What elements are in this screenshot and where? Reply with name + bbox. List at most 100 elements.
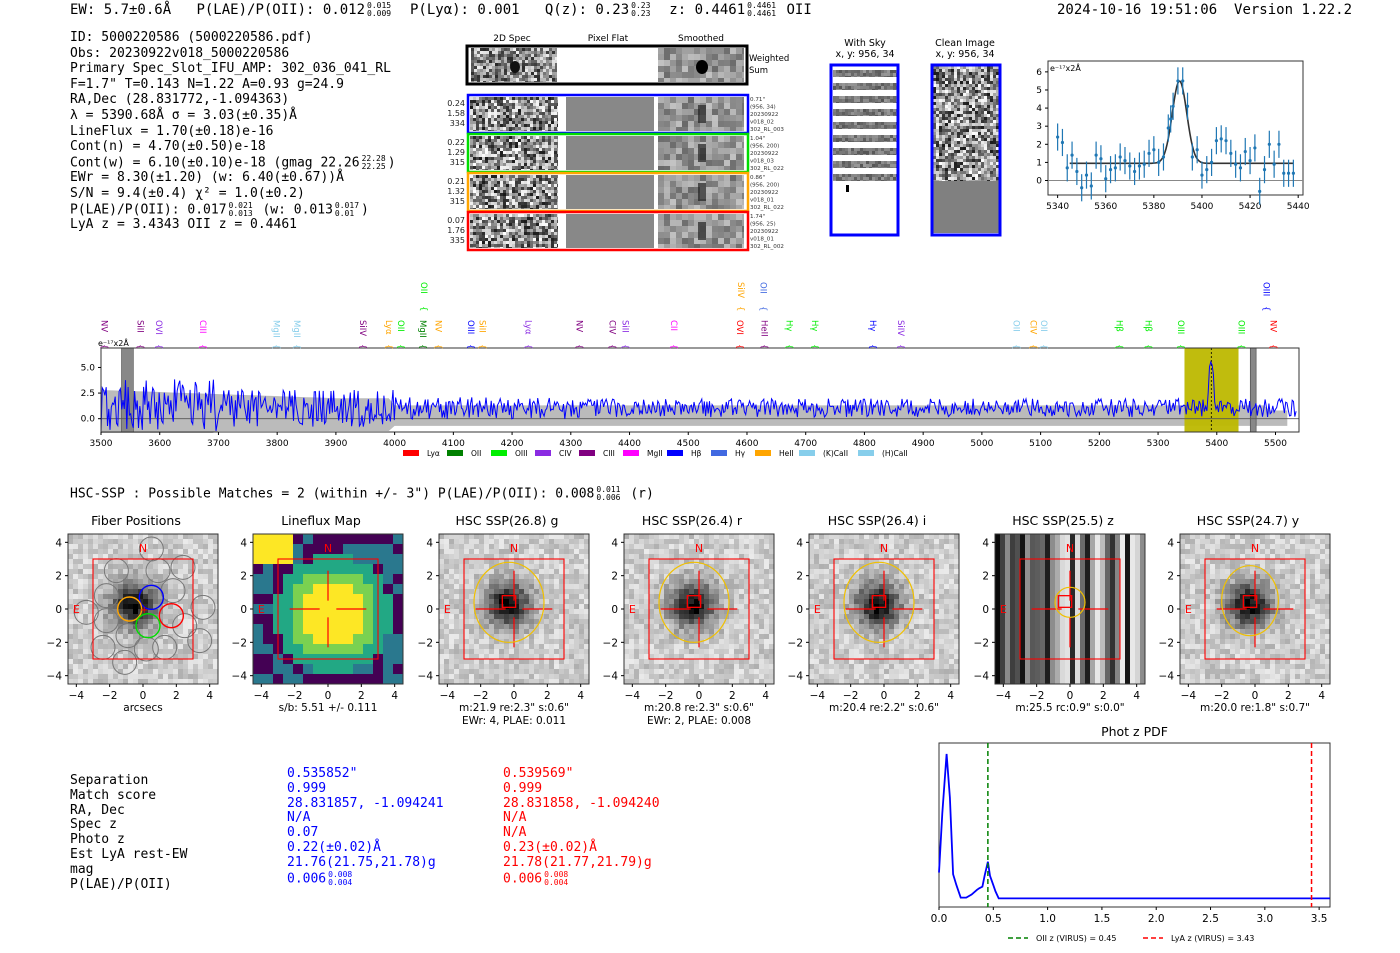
cutout-pixel (1225, 534, 1230, 539)
center-marker: + (140, 605, 148, 616)
cutout-pixel (113, 669, 118, 674)
cutout-pixel (108, 649, 113, 654)
cutout-pixel (909, 654, 914, 659)
cutout-pixel (719, 654, 724, 659)
cutout-pixel (939, 534, 944, 539)
cutout-pixel (1195, 534, 1200, 539)
cutout-pixel (694, 619, 699, 624)
fiber-right-label: v018_03 (750, 159, 774, 165)
cutout-pixel (118, 679, 123, 684)
cutout-pixel (1200, 599, 1205, 604)
cutout-pixel (78, 634, 83, 639)
cutout-pixel (1260, 594, 1265, 599)
cutout-pixel (494, 649, 499, 654)
hsc-xtick-label: −2 (287, 690, 302, 702)
cutout-pixel (499, 679, 504, 684)
cutout-pixel (914, 534, 919, 539)
cutout-pixel (639, 624, 644, 629)
cutout-pixel (554, 589, 559, 594)
cutout-pixel (739, 554, 744, 559)
cutout-pixel (534, 629, 539, 634)
cutout-pixel (759, 534, 764, 539)
cutout-pixel (729, 604, 734, 609)
cutout-pixel (1280, 539, 1285, 544)
cutout-pixel (1190, 604, 1195, 609)
cutout-pixel (519, 639, 524, 644)
cutout-pixel (489, 644, 494, 649)
cutout-pixel (183, 544, 188, 549)
cutout-pixel (1230, 574, 1235, 579)
cutout-pixel (734, 569, 739, 574)
cutout-pixel (1240, 579, 1245, 584)
fullspec-line-label-brace: { (783, 344, 793, 349)
cutout-pixel (819, 554, 824, 559)
cutout-pixel (1285, 534, 1290, 539)
cutout-pixel (1245, 594, 1250, 599)
cutout-pixel (138, 674, 143, 679)
cutout-pixel (889, 669, 894, 674)
cutout-pixel (1200, 589, 1205, 594)
cutout-pixel (814, 639, 819, 644)
cutout-pixel (128, 624, 133, 629)
cutout-pixel (128, 599, 133, 604)
cutout-pixel (479, 639, 484, 644)
cutout-pixel (203, 614, 208, 619)
hsc-xtick-label: 2 (1100, 690, 1107, 702)
cutout-pixel (824, 654, 829, 659)
lineflux-pixel (353, 534, 363, 544)
cutout-pixel (1210, 564, 1215, 569)
cutout-pixel (198, 554, 203, 559)
cutout-pixel (884, 649, 889, 654)
cutout-pixel (679, 609, 684, 614)
cutout-pixel (709, 534, 714, 539)
cutout-pixel (469, 539, 474, 544)
cutout-pixel (859, 579, 864, 584)
cutout-pixel (699, 644, 704, 649)
cutout-pixel (188, 589, 193, 594)
cutout-pixel (1295, 559, 1300, 564)
cutout-pixel (464, 534, 469, 539)
cutout-pixel (629, 609, 634, 614)
cutout-pixel (178, 584, 183, 589)
plae-w: (w: 0.013 (262, 202, 333, 218)
cutout-pixel (1245, 584, 1250, 589)
cutout-pixel (674, 534, 679, 539)
clean-title-block: Clean Image x, y: 956, 34 (920, 38, 1010, 60)
cutout-pixel (864, 544, 869, 549)
cutout-pixel (198, 569, 203, 574)
cutout-pixel (764, 644, 769, 649)
hsc-ytick-label: −4 (232, 671, 248, 683)
cutout-pixel (208, 594, 213, 599)
cutout-pixel (654, 674, 659, 679)
cutout-pixel (118, 664, 123, 669)
cutout-pixel (914, 624, 919, 629)
lineflux-pixel (333, 634, 343, 644)
cutout-pixel (183, 559, 188, 564)
cutout-pixel (459, 589, 464, 594)
cutout-pixel (1325, 534, 1330, 539)
cutout-pixel (549, 544, 554, 549)
cutout-pixel (183, 599, 188, 604)
cutout-pixel (709, 539, 714, 544)
cutout-pixel (113, 604, 118, 609)
cutout-pixel (744, 584, 749, 589)
cutout-pixel (544, 614, 549, 619)
cutout-pixel (769, 624, 774, 629)
cutout-pixel (203, 634, 208, 639)
cutout-pixel (148, 614, 153, 619)
cutout-pixel (1185, 609, 1190, 614)
cutout-pixel (68, 564, 73, 569)
cutout-pixel (894, 589, 899, 594)
cutout-pixel (494, 559, 499, 564)
cutout-pixel (158, 559, 163, 564)
cutout-pixel (879, 614, 884, 619)
cutout-pixel (919, 664, 924, 669)
cutout-pixel (494, 639, 499, 644)
cutout-pixel (519, 654, 524, 659)
cutout-pixel (569, 659, 574, 664)
cutout-pixel (729, 664, 734, 669)
cutout-pixel (624, 679, 629, 684)
cutout-pixel (88, 534, 93, 539)
hsc-ytick-label: −4 (788, 671, 804, 683)
cutout-pixel (1195, 609, 1200, 614)
